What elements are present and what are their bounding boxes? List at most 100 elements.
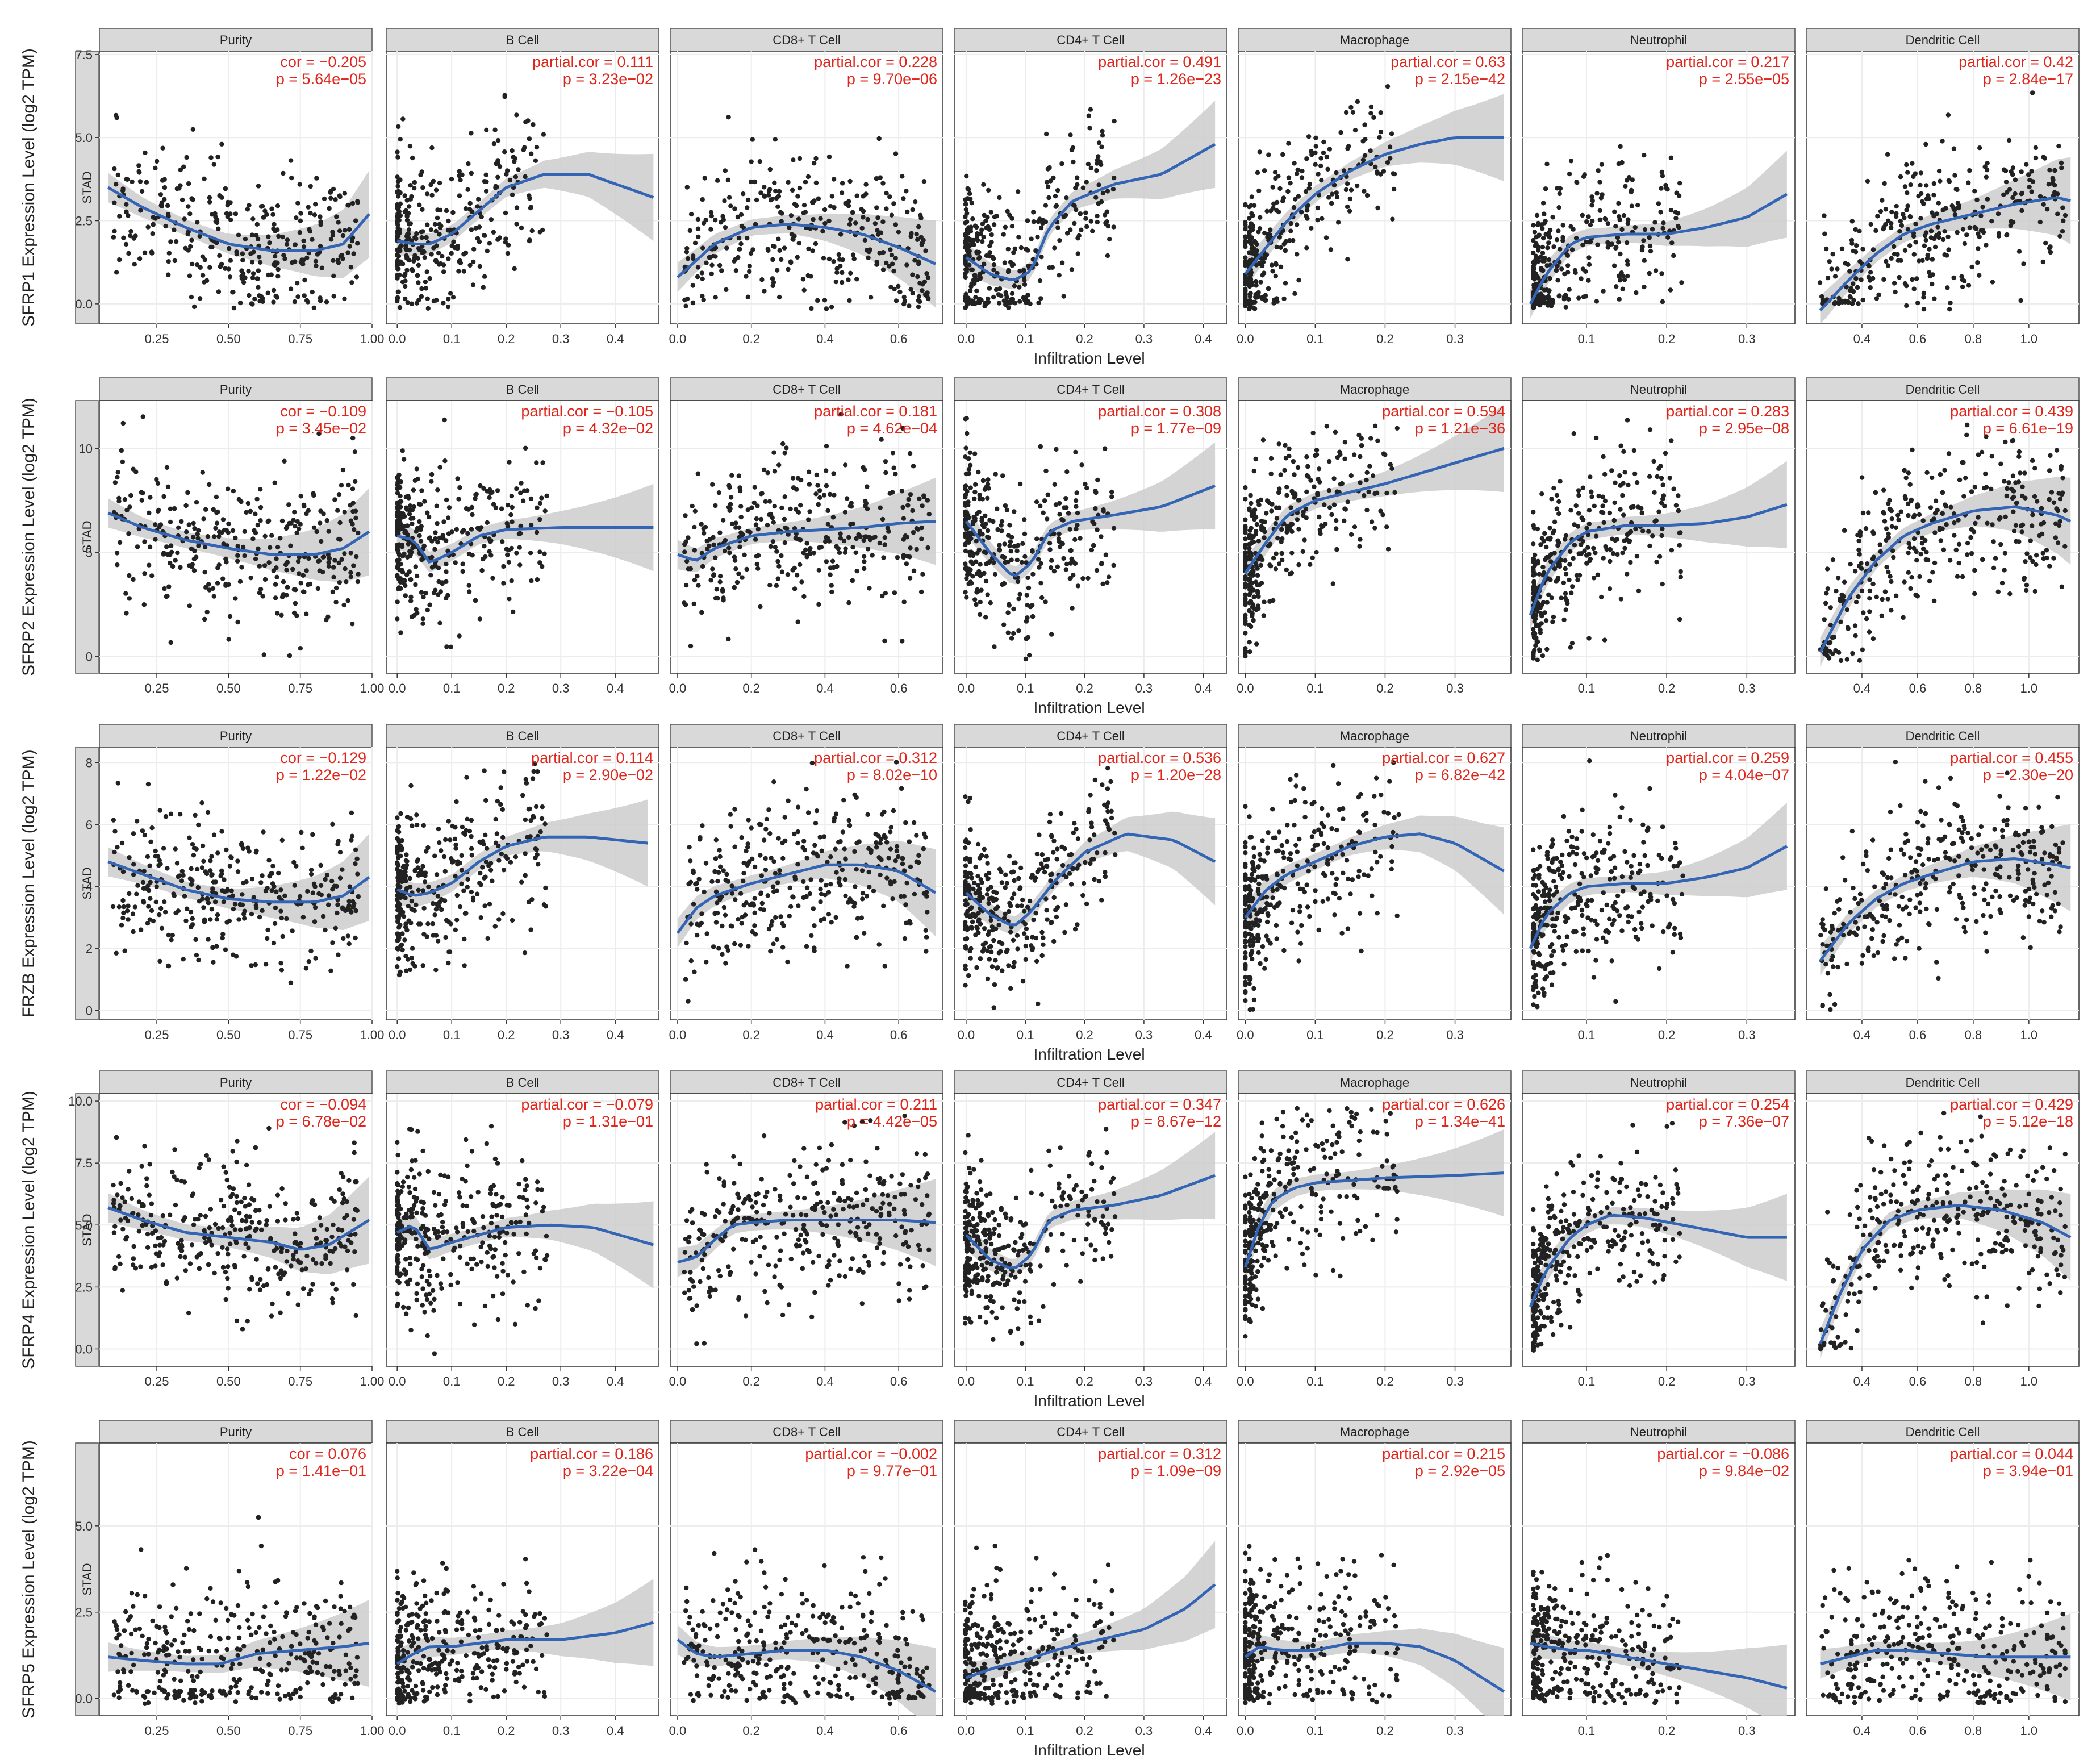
scatter-point: [1005, 610, 1010, 615]
scatter-point: [223, 266, 227, 271]
scatter-point: [1856, 548, 1861, 552]
x-tick-label: 0.75: [288, 681, 312, 695]
p-value: p = 1.21e−36: [1415, 420, 1505, 437]
scatter-point: [1009, 535, 1014, 539]
scatter-point: [1556, 511, 1561, 516]
scatter-point: [1915, 502, 1920, 507]
scatter-point: [267, 240, 272, 245]
scatter-point: [240, 251, 245, 256]
scatter-point: [113, 480, 118, 485]
scatter-point: [2016, 539, 2021, 544]
scatter-point: [963, 416, 967, 421]
scatter-point: [2053, 535, 2058, 540]
scatter-point: [965, 572, 970, 577]
scatter-point: [963, 445, 968, 450]
scatter-point: [499, 506, 504, 511]
scatter-point: [1305, 464, 1310, 469]
scatter-point: [1909, 498, 1914, 502]
scatter-point: [318, 214, 322, 219]
scatter-point: [437, 181, 442, 185]
scatter-point: [403, 529, 408, 534]
scatter-point: [212, 162, 216, 166]
scatter-point: [257, 564, 262, 568]
scatter-point: [243, 276, 247, 280]
scatter-point: [794, 536, 798, 540]
x-tick-label: 0.2: [498, 681, 515, 695]
scatter-point: [1016, 235, 1021, 239]
scatter-point: [149, 573, 154, 578]
scatter-point: [1834, 589, 1838, 593]
scatter-point: [1287, 175, 1291, 180]
x-tick-label: 0.1: [443, 332, 461, 346]
scatter-point: [435, 207, 440, 212]
scatter-point: [331, 590, 335, 594]
scatter-point: [964, 472, 968, 476]
scatter-point: [1932, 599, 1936, 603]
p-value: p = 1.26e−23: [1131, 70, 1221, 87]
scatter-point: [878, 175, 883, 180]
scatter-point: [1918, 216, 1923, 220]
scatter-point: [1868, 589, 1872, 593]
scatter-point: [306, 556, 311, 561]
scatter-point: [1362, 189, 1366, 194]
scatter-point: [2019, 298, 2023, 303]
scatter-point: [775, 205, 780, 209]
scatter-point: [507, 460, 511, 464]
scatter-point: [1889, 256, 1894, 261]
scatter-point: [1955, 574, 1960, 579]
scatter-point: [1247, 216, 1251, 220]
scatter-point: [1990, 522, 1994, 527]
scatter-point: [980, 239, 984, 244]
scatter-point: [2055, 191, 2060, 196]
scatter-point: [1096, 182, 1101, 187]
correlation-label: cor =: [280, 403, 319, 420]
scatter-point: [1621, 481, 1625, 486]
scatter-point: [733, 566, 738, 571]
scatter-point: [901, 555, 905, 560]
correlation-annotation: partial.cor = 0.283: [1666, 403, 1789, 420]
scatter-point: [742, 553, 746, 557]
scatter-point: [1334, 170, 1338, 175]
scatter-point: [1884, 565, 1889, 569]
scatter-point: [263, 534, 268, 539]
scatter-point: [688, 644, 693, 648]
scatter-point: [1057, 238, 1062, 243]
scatter-point: [513, 174, 518, 179]
scatter-point: [1313, 162, 1318, 167]
scatter-point: [1344, 187, 1348, 192]
scatter-point: [755, 562, 759, 566]
scatter-point: [436, 251, 441, 255]
scatter-point: [718, 579, 723, 584]
scatter-point: [219, 530, 224, 535]
scatter-point: [1861, 610, 1865, 615]
scatter-point: [124, 611, 128, 615]
scatter-point: [1968, 535, 1973, 540]
scatter-point: [824, 559, 829, 564]
scatter-point: [1545, 245, 1550, 250]
scatter-point: [840, 280, 844, 285]
scatter-point: [1934, 499, 1938, 503]
scatter-point: [688, 228, 692, 233]
scatter-point: [1626, 483, 1630, 487]
scatter-point: [484, 180, 488, 184]
scatter-point: [1371, 473, 1375, 478]
scatter-point: [471, 247, 476, 251]
scatter-point: [255, 276, 260, 281]
scatter-point: [275, 274, 280, 278]
scatter-point: [707, 537, 712, 541]
scatter-point: [1942, 468, 1947, 473]
scatter-point: [257, 255, 261, 259]
scatter-point: [1011, 250, 1016, 255]
scatter-point: [691, 301, 695, 305]
scatter-point: [1626, 217, 1630, 222]
scatter-point: [1531, 541, 1535, 546]
scatter-point: [250, 276, 255, 280]
scatter-point: [1531, 557, 1535, 561]
scatter-point: [1535, 623, 1540, 627]
scatter-point: [1913, 593, 1918, 597]
scatter-point: [967, 581, 971, 586]
scatter-point: [201, 516, 206, 521]
x-tick-label: 1.00: [360, 332, 385, 346]
